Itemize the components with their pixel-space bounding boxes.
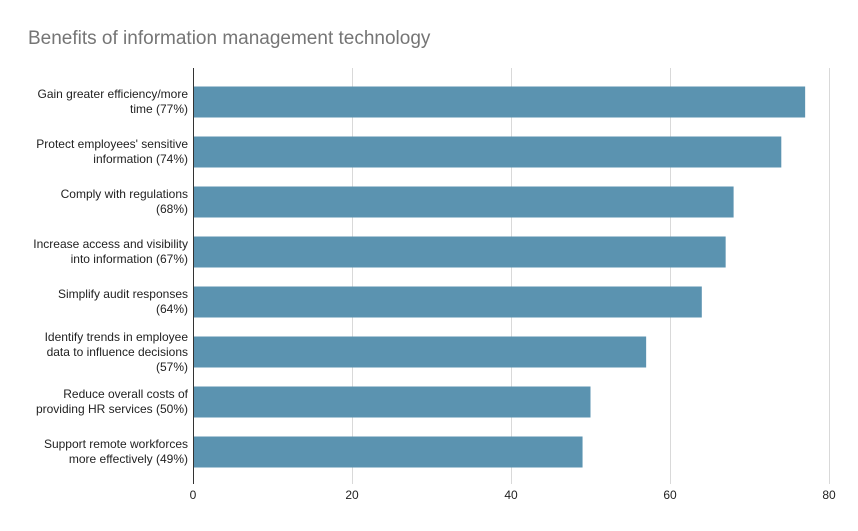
category-label-line: Simplify audit responses [57,287,188,301]
category-label-line: Identify trends in employee [44,329,188,344]
category-label-line: Comply with regulations [60,187,188,201]
category-label-line: Support remote workforces [43,437,188,451]
category-label: Gain greater efficiency/more time (77%) [8,87,188,117]
x-tick-label: 0 [189,488,197,502]
x-tick-label: 80 [822,488,836,502]
category-label-line: (64%) [155,302,188,316]
bar [193,336,647,368]
category-label: Comply with regulations (68%) [8,187,188,217]
x-tick-label: 60 [663,488,677,502]
chart-title: Benefits of information management techn… [28,28,431,49]
category-label: Reduce overall costs of providing HR serv… [8,387,188,417]
category-label-line: (68%) [155,202,188,216]
category-label-line: providing HR services (50%) [35,402,188,416]
bar [193,236,726,268]
category-label: Simplify audit responses (64%) [8,287,188,317]
category-label-line: (57%) [155,359,188,374]
category-label-line: information (74%) [93,152,188,166]
category-label-line: Increase access and visibility [33,237,188,251]
bar [193,136,782,168]
category-label: Increase access and visibility into infor… [8,237,188,267]
category-label-line: into information (67%) [70,252,188,266]
x-tick-label: 40 [504,488,518,502]
bar [193,286,702,318]
category-label-line: Protect employees' sensitive [36,137,188,151]
category-label-line: Gain greater efficiency/more [37,87,188,101]
category-label: Identify trends in employee data to influ… [8,330,188,375]
category-label: Support remote workforces more effectivel… [8,437,188,467]
bar [193,386,591,418]
bar [193,86,806,118]
bar [193,436,583,468]
category-label-line: data to influence decisions [46,344,188,359]
category-label: Protect employees' sensitive information … [8,137,188,167]
category-label-line: time (77%) [129,102,188,116]
x-tick-label: 20 [345,488,359,502]
bar [193,186,734,218]
category-label-line: more effectively (49%) [68,452,188,466]
category-label-line: Reduce overall costs of [63,387,188,401]
